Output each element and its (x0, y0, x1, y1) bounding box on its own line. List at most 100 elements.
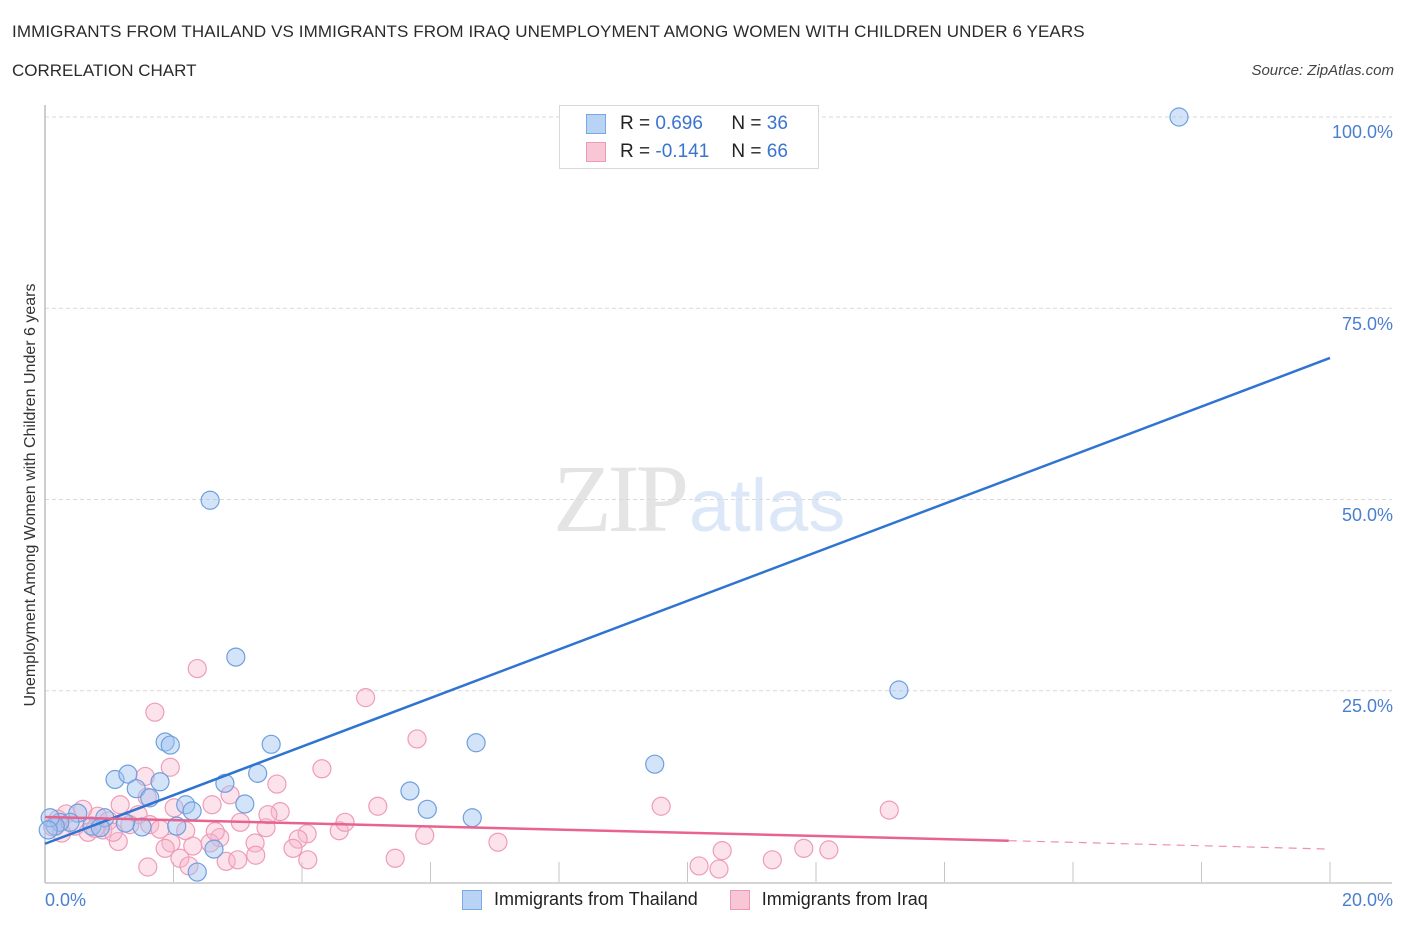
thailand-point (889, 680, 909, 700)
iraq-point (819, 840, 839, 860)
chart-title: IMMIGRANTS FROM THAILAND VS IMMIGRANTS F… (12, 22, 1085, 41)
iraq-point (689, 856, 709, 876)
thailand-point (155, 732, 175, 752)
correlation-legend: R = 0.696 N = 36 R = -0.141 N = 66 (559, 105, 819, 169)
y-tick-50: 50.0% (1341, 505, 1393, 525)
iraq-points (43, 658, 899, 879)
iraq-point (110, 795, 130, 815)
thailand-point (182, 801, 202, 821)
iraq-point (187, 658, 207, 679)
thailand-point (462, 808, 482, 828)
iraq-swatch (586, 142, 606, 162)
iraq-point (145, 702, 165, 722)
y-tick-25: 25.0% (1341, 696, 1393, 716)
iraq-trend-line (44, 815, 1009, 842)
r-value: 0.696 (655, 113, 703, 134)
iraq-point (879, 800, 899, 820)
zipatlas-watermark: ZIPatlas (553, 443, 845, 554)
iraq-point (228, 850, 248, 870)
iraq-point (651, 796, 671, 816)
axes (44, 105, 1392, 884)
iraq-point (356, 688, 376, 708)
iraq-point (161, 833, 181, 853)
iraq-point (205, 821, 225, 842)
thailand-point (38, 820, 58, 840)
iraq-point (160, 757, 180, 777)
r-value: -0.141 (655, 141, 710, 162)
iraq-swatch (729, 889, 750, 910)
n-label: N = (731, 141, 762, 162)
chart-subtitle: CORRELATION CHART (12, 61, 197, 80)
legend-label: Immigrants from Iraq (761, 889, 928, 909)
thailand-point (226, 647, 246, 667)
iraq-point (407, 729, 427, 749)
r-label: R = (620, 113, 651, 134)
thailand-points (38, 107, 1189, 882)
thailand-point (167, 816, 187, 836)
thailand-point (215, 773, 235, 793)
iraq-point (794, 838, 814, 858)
thailand-swatch (462, 889, 482, 910)
thailand-point (200, 490, 220, 510)
thailand-point (126, 779, 146, 799)
trend-lines (44, 356, 1331, 850)
legend-row-iraq: R = -0.141 N = 66 (586, 140, 788, 164)
thailand-point (645, 754, 665, 774)
thailand-swatch (586, 114, 606, 134)
iraq-point (108, 831, 128, 852)
n-value: 66 (766, 141, 788, 162)
iraq-point (298, 850, 318, 870)
legend-row-thailand: R = 0.696 N = 36 (586, 112, 788, 136)
gridlines (45, 116, 1392, 692)
iraq-point (138, 857, 158, 877)
y-tick-100: 100.0% (1331, 122, 1393, 142)
iraq-point (712, 841, 732, 861)
legend-item-thailand[interactable]: Immigrants from Thailand (462, 889, 698, 910)
thailand-point (105, 769, 125, 790)
iraq-point (288, 829, 308, 849)
iraq-point (246, 845, 266, 865)
y-tick-75: 75.0% (1341, 314, 1393, 334)
thailand-point (204, 839, 224, 859)
thailand-point (400, 781, 420, 801)
thailand-point (261, 734, 281, 754)
thailand-point (466, 733, 486, 753)
thailand-point (160, 735, 180, 755)
iraq-trend-extension (1008, 840, 1331, 850)
iraq-point (297, 824, 317, 844)
legend-item-iraq[interactable]: Immigrants from Iraq (729, 889, 928, 910)
thailand-point (1169, 107, 1189, 127)
iraq-point (709, 859, 729, 879)
iraq-point (762, 850, 782, 870)
thailand-point (118, 764, 138, 784)
source-label: Source: ZipAtlas.com (1251, 62, 1394, 79)
iraq-point (488, 832, 508, 852)
x-tick-20: 20.0% (1341, 890, 1393, 910)
iraq-point (283, 838, 303, 858)
legend-label: Immigrants from Thailand (494, 889, 698, 909)
iraq-point (335, 812, 355, 832)
iraq-point (258, 805, 278, 825)
iraq-point (415, 825, 435, 845)
n-value: 36 (766, 113, 788, 134)
iraq-point (368, 796, 388, 816)
series-legend: Immigrants from Thailand Immigrants from… (462, 889, 960, 910)
thailand-point (417, 799, 437, 819)
n-label: N = (731, 113, 762, 134)
iraq-point (270, 802, 290, 822)
thailand-point (187, 862, 207, 882)
iraq-point (202, 795, 222, 815)
iraq-point (220, 785, 240, 805)
y-axis-label: Unemployment Among Women with Children U… (22, 283, 39, 707)
thailand-trend-line (44, 356, 1331, 845)
watermark-zip: ZIP (553, 445, 689, 552)
iraq-point (155, 838, 175, 858)
x-tick-0: 0.0% (45, 890, 87, 910)
thailand-point (150, 772, 170, 792)
iraq-point (150, 819, 170, 839)
iraq-point (385, 848, 405, 868)
iraq-point (267, 774, 287, 794)
iraq-point (312, 759, 332, 779)
r-label: R = (620, 141, 651, 162)
